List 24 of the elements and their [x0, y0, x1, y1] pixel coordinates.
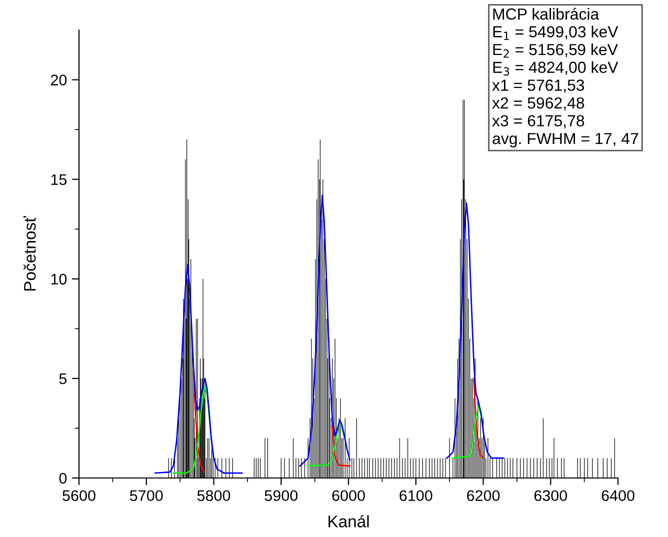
y-tick-label: 20	[50, 74, 67, 86]
annotation: avg. FWHM = 17, 47	[492, 133, 638, 148]
y-tick-label: 15	[51, 174, 67, 186]
x-tick-label: 5600	[62, 490, 96, 502]
text: MCP kalibrácia	[493, 8, 600, 20]
y-tick-label: 10	[51, 274, 67, 285]
x-tick-label: 5900	[264, 490, 298, 502]
x-tick-label: 6400	[602, 490, 634, 502]
y-tick-label: 5	[59, 373, 67, 384]
x-tick-label: 5800	[197, 490, 230, 502]
annotation: x3 = 6175,78	[492, 115, 584, 128]
annotation: E$_{3}$ = 4824,00 keV	[493, 61, 618, 76]
annotation: x2 = 5962,48	[492, 97, 584, 111]
x-tick-label: 5700	[130, 490, 163, 502]
annotation: x1 = 5761,53	[492, 80, 584, 93]
annotation: E$_{2}$ = 5156,59 keV	[493, 43, 618, 58]
x-tick-label: 6200	[467, 490, 500, 502]
x-tick-label: 6100	[400, 490, 432, 502]
annotation: E$_{1}$ = 5499,03 keV	[493, 26, 618, 40]
x-axis-title: Kanál	[328, 514, 369, 528]
x-tick-label: 6000	[332, 490, 365, 502]
x-tick-label: 6300	[534, 490, 568, 502]
y-axis-title: Početnosť	[24, 216, 36, 290]
y-tick-label: 0	[59, 472, 67, 484]
